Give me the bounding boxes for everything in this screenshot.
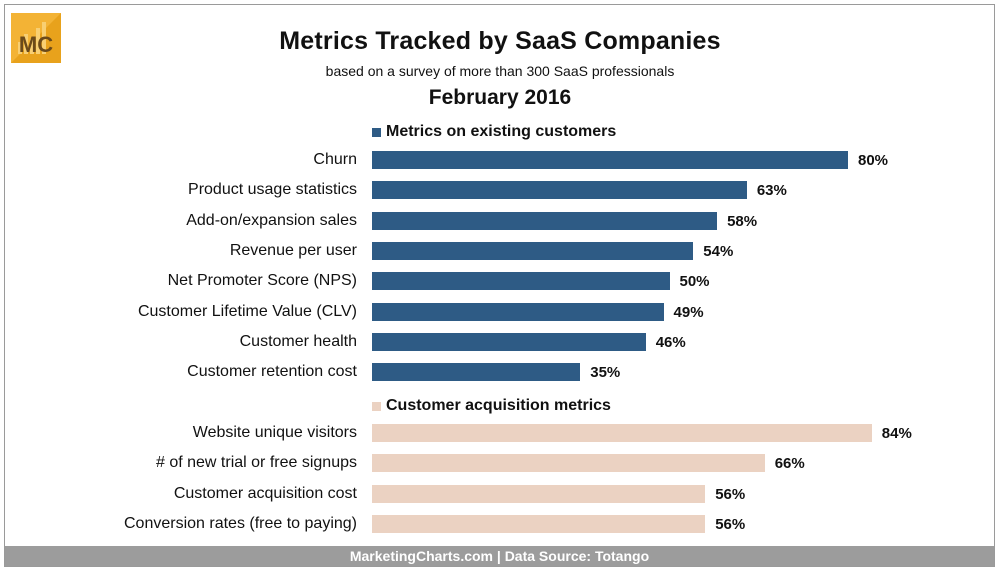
data-label: 80% [858,152,889,169]
category-label: Customer Lifetime Value (CLV) [137,303,357,320]
data-label: 49% [673,304,704,321]
bar [372,333,646,351]
bar [372,242,694,260]
data-label: 58% [727,213,758,230]
data-label: 56% [715,516,746,533]
logo-text: MC [19,32,53,57]
bar [372,151,848,169]
chart-date: February 2016 [428,86,572,109]
chart-title: Metrics Tracked by SaaS Companies [279,27,721,55]
category-label: Customer acquisition cost [173,485,357,502]
bar [372,485,706,503]
category-label: Conversion rates (free to paying) [124,515,357,532]
marketingcharts-logo-icon: MC [11,13,61,63]
bar [372,424,872,442]
legend-label: Metrics on existing customers [386,123,617,140]
category-label: Customer health [239,333,357,350]
bar [372,272,670,290]
legend-swatch [372,401,381,411]
bar [372,303,664,321]
category-label: # of new trial or free signups [156,454,357,471]
category-label: Revenue per user [229,242,357,259]
category-label: Churn [313,151,357,168]
data-label: 63% [756,182,787,199]
bar [372,454,765,472]
bar [372,212,718,230]
data-label: 46% [655,334,686,351]
category-label: Add-on/expansion sales [186,212,357,229]
bar [372,181,747,199]
category-label: Customer retention cost [187,363,357,380]
data-label: 66% [774,455,805,472]
data-label: 54% [703,243,734,260]
bar [372,515,706,533]
source-footer: MarketingCharts.com | Data Source: Totan… [5,546,994,566]
chart-subtitle: based on a survey of more than 300 SaaS … [325,63,675,79]
category-label: Website unique visitors [192,424,357,441]
bar [372,363,581,381]
data-label: 50% [679,273,710,290]
legend-item: Customer acquisition metrics [372,397,611,415]
data-label: 35% [590,364,621,381]
data-label: 84% [881,425,912,442]
category-label: Product usage statistics [188,181,357,198]
legend-label: Customer acquisition metrics [386,397,611,414]
category-label: Net Promoter Score (NPS) [167,272,357,289]
data-label: 56% [715,486,746,503]
legend-swatch [372,127,381,137]
legend-item: Metrics on existing customers [372,123,616,141]
